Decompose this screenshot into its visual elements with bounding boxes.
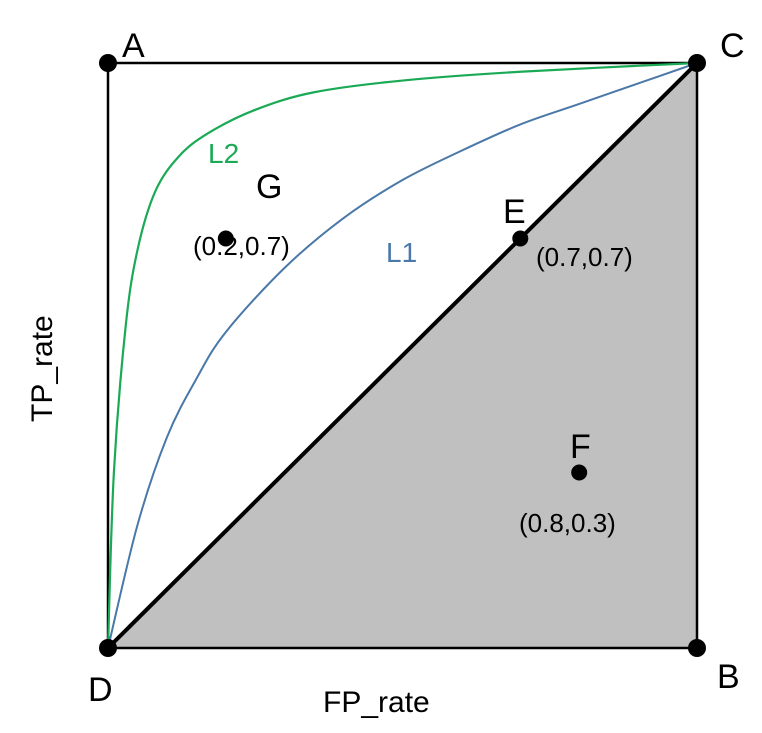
point-F-coord: (0.8,0.3) (519, 508, 616, 538)
diagonal-line (106, 61, 699, 650)
corner-D-label: D (88, 671, 113, 709)
curve-L1-label: L1 (386, 237, 417, 268)
point-E-dot (512, 230, 529, 247)
corner-C-label: C (720, 27, 745, 65)
point-F-dot (571, 464, 588, 481)
curve-L2-label: L2 (208, 138, 239, 169)
plot-frame (106, 61, 699, 650)
corner-D-dot (99, 639, 117, 657)
x-axis-label: FP_rate (323, 686, 430, 719)
point-E-coord: (0.7,0.7) (536, 242, 633, 272)
point-G-label: G (256, 168, 282, 206)
point-G-dot (217, 230, 234, 247)
corner-C-dot (688, 54, 706, 72)
point-G-coord: (0.2,0.7) (193, 231, 290, 261)
corner-A-dot (99, 54, 117, 72)
point-E-label: E (503, 193, 526, 231)
corner-B-dot (688, 639, 706, 657)
point-F-label: F (570, 428, 591, 466)
corner-B-label: B (717, 658, 740, 696)
corner-A-label: A (122, 27, 145, 65)
y-axis-label: TP_rate (26, 315, 59, 422)
curve-L1 (107, 62, 698, 649)
curve-L2 (106, 61, 698, 649)
